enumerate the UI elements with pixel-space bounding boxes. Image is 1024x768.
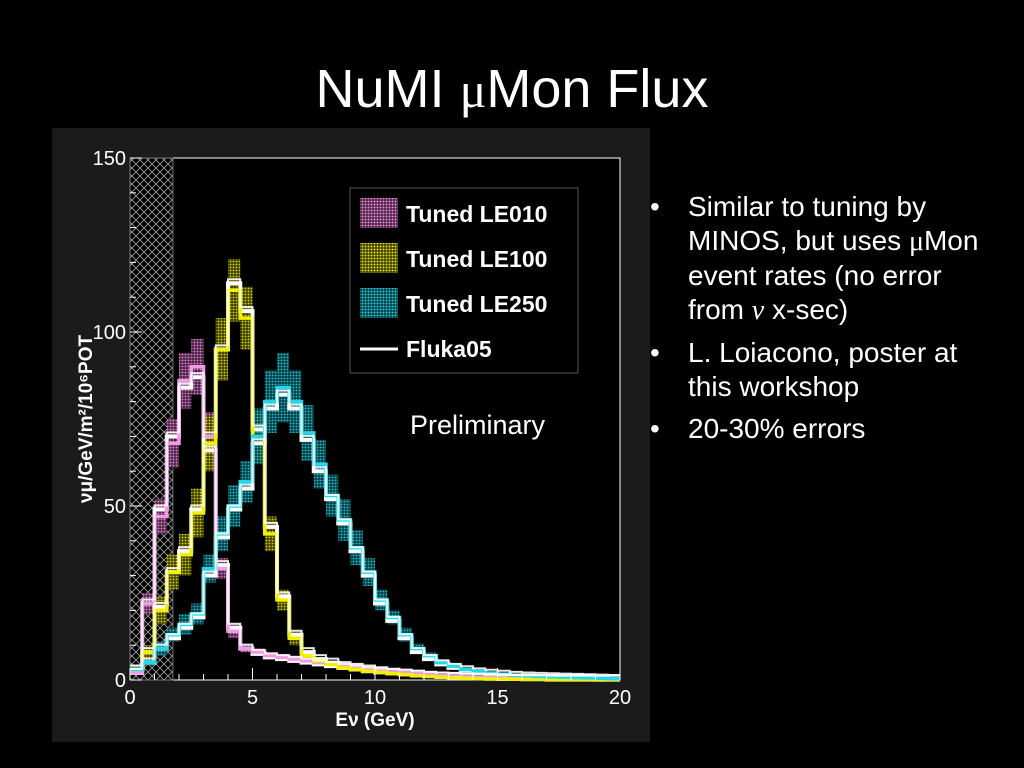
- plot-panel: 0 5 10 15 20 0 50 100 150 νμ/GeV/m²/10⁶POT Eν (G…: [52, 128, 650, 742]
- x-tick-label: 0: [124, 687, 135, 709]
- bullet-text: 20-30% errors: [688, 413, 866, 444]
- legend: Tuned LE010 Tuned LE100 Tuned LE250 Fluk…: [349, 187, 579, 374]
- legend-label-le250: Tuned LE250: [406, 291, 547, 317]
- x-axis-label: Eν (GeV): [335, 710, 414, 731]
- legend-swatch-le010: [360, 198, 398, 228]
- bullet-list: Similar to tuning by MINOS, but uses μMo…: [648, 190, 988, 454]
- axis-ticks: 0 5 10 15 20 0 50 100 150: [93, 148, 632, 709]
- bullet-item: 20-30% errors: [648, 412, 988, 446]
- y-tick-label: 100: [93, 322, 126, 344]
- bullet-text: L. Loiacono, poster at this workshop: [688, 337, 958, 402]
- y-tick-label: 0: [115, 670, 126, 692]
- x-tick-label: 20: [609, 687, 631, 709]
- nu-symbol: ν: [751, 295, 765, 326]
- bullet-text: x-sec): [764, 294, 849, 325]
- title-prefix: NuMI: [315, 59, 460, 119]
- title-mu-symbol: μ: [459, 62, 487, 118]
- legend-label-le010: Tuned LE010: [406, 201, 547, 227]
- x-tick-label: 15: [486, 687, 508, 709]
- title-suffix: Mon Flux: [486, 59, 709, 119]
- legend-swatch-le250: [360, 288, 398, 318]
- flux-chart: 0 5 10 15 20 0 50 100 150 νμ/GeV/m²/10⁶POT Eν (G…: [76, 148, 632, 731]
- legend-label-le100: Tuned LE100: [406, 246, 547, 272]
- y-tick-label: 50: [104, 496, 126, 518]
- legend-label-fluka05: Fluka05: [406, 336, 492, 362]
- x-tick-label: 5: [247, 687, 258, 709]
- bullet-text: Mon event rates (no error from: [688, 225, 979, 325]
- bullet-text: Similar to tuning by MINOS, but uses: [688, 191, 927, 256]
- mu-symbol: μ: [908, 226, 924, 257]
- x-tick-label: 10: [364, 687, 386, 709]
- series-line-fluka05-overlay: [130, 389, 620, 676]
- bullet-item: Similar to tuning by MINOS, but uses μMo…: [648, 190, 988, 328]
- preliminary-annotation: Preliminary: [410, 410, 546, 440]
- y-tick-label: 150: [93, 148, 126, 170]
- legend-swatch-le100: [360, 243, 398, 273]
- y-axis-label: νμ/GeV/m²/10⁶POT: [76, 335, 97, 504]
- bullet-item: L. Loiacono, poster at this workshop: [648, 336, 988, 404]
- slide-title: NuMI μMon Flux: [0, 62, 1024, 116]
